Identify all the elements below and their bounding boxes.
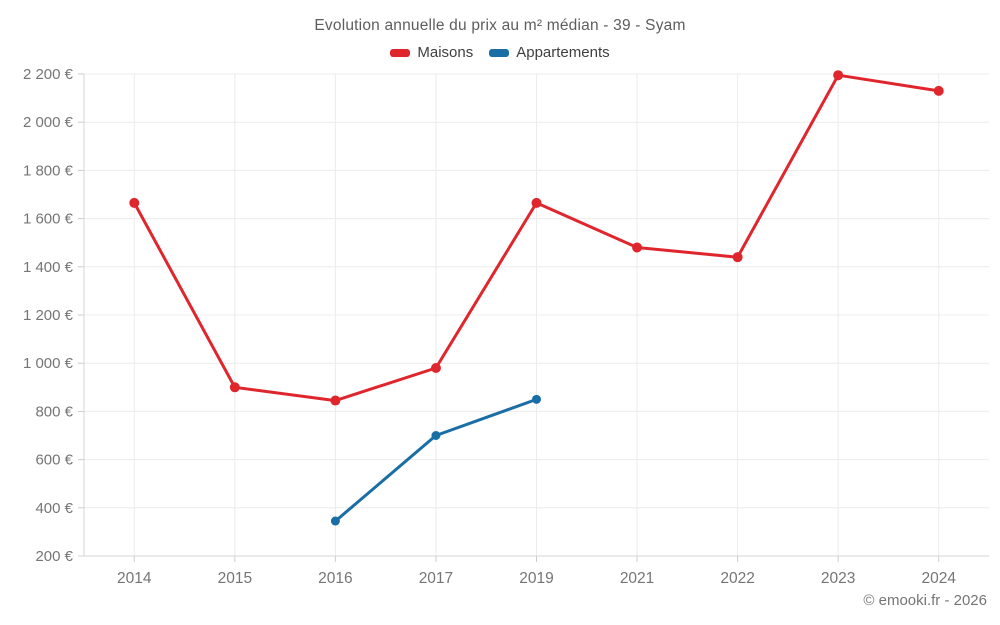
y-axis-label: 1 400 € [23, 259, 74, 276]
y-axis-label: 2 200 € [23, 66, 74, 83]
x-axis-label: 2023 [821, 570, 855, 587]
data-point-appartements-2016 [330, 516, 340, 526]
data-point-maisons-2021 [632, 242, 643, 253]
x-axis-label: 2016 [318, 570, 352, 587]
x-axis-label: 2014 [117, 570, 152, 587]
data-point-maisons-2019 [531, 197, 542, 208]
chart-title: Evolution annuelle du prix au m² médian … [314, 17, 686, 34]
data-point-maisons-2016 [330, 395, 341, 406]
y-axis-label: 2 000 € [23, 114, 74, 131]
data-point-maisons-2015 [229, 382, 240, 393]
y-axis-label: 400 € [35, 500, 73, 517]
data-point-appartements-2019 [532, 394, 541, 404]
y-axis-label: 800 € [35, 403, 73, 420]
y-axis-label: 1 000 € [23, 355, 74, 372]
legend-label: Appartements [516, 44, 610, 61]
x-axis-label: 2017 [419, 570, 453, 587]
legend-label: Maisons [417, 44, 474, 61]
y-axis-label: 200 € [35, 548, 73, 565]
watermark-credit: © emooki.fr - 2026 [863, 592, 987, 609]
data-point-appartements-2017 [431, 431, 441, 440]
x-axis-label: 2021 [620, 570, 654, 587]
x-axis-label: 2019 [519, 570, 553, 587]
y-axis-label: 600 € [35, 452, 73, 469]
data-point-maisons-2022 [732, 252, 743, 263]
data-point-maisons-2017 [430, 363, 441, 374]
data-point-maisons-2023 [833, 70, 844, 81]
legend-item-maisons[interactable]: Maisons [390, 44, 473, 61]
data-point-maisons-2014 [129, 197, 140, 208]
x-axis-label: 2015 [218, 570, 252, 587]
y-axis-label: 1 600 € [23, 211, 74, 228]
x-axis-label: 2024 [921, 570, 956, 587]
chart-legend: Maisons Appartements [0, 44, 1000, 61]
x-axis-label: 2022 [720, 570, 754, 587]
legend-swatch-icon [489, 48, 510, 57]
y-axis-label: 1 200 € [23, 307, 74, 324]
legend-swatch-icon [390, 48, 411, 57]
legend-item-appartements[interactable]: Appartements [489, 44, 610, 61]
y-axis-label: 1 800 € [23, 162, 74, 179]
data-point-maisons-2024 [933, 85, 944, 96]
